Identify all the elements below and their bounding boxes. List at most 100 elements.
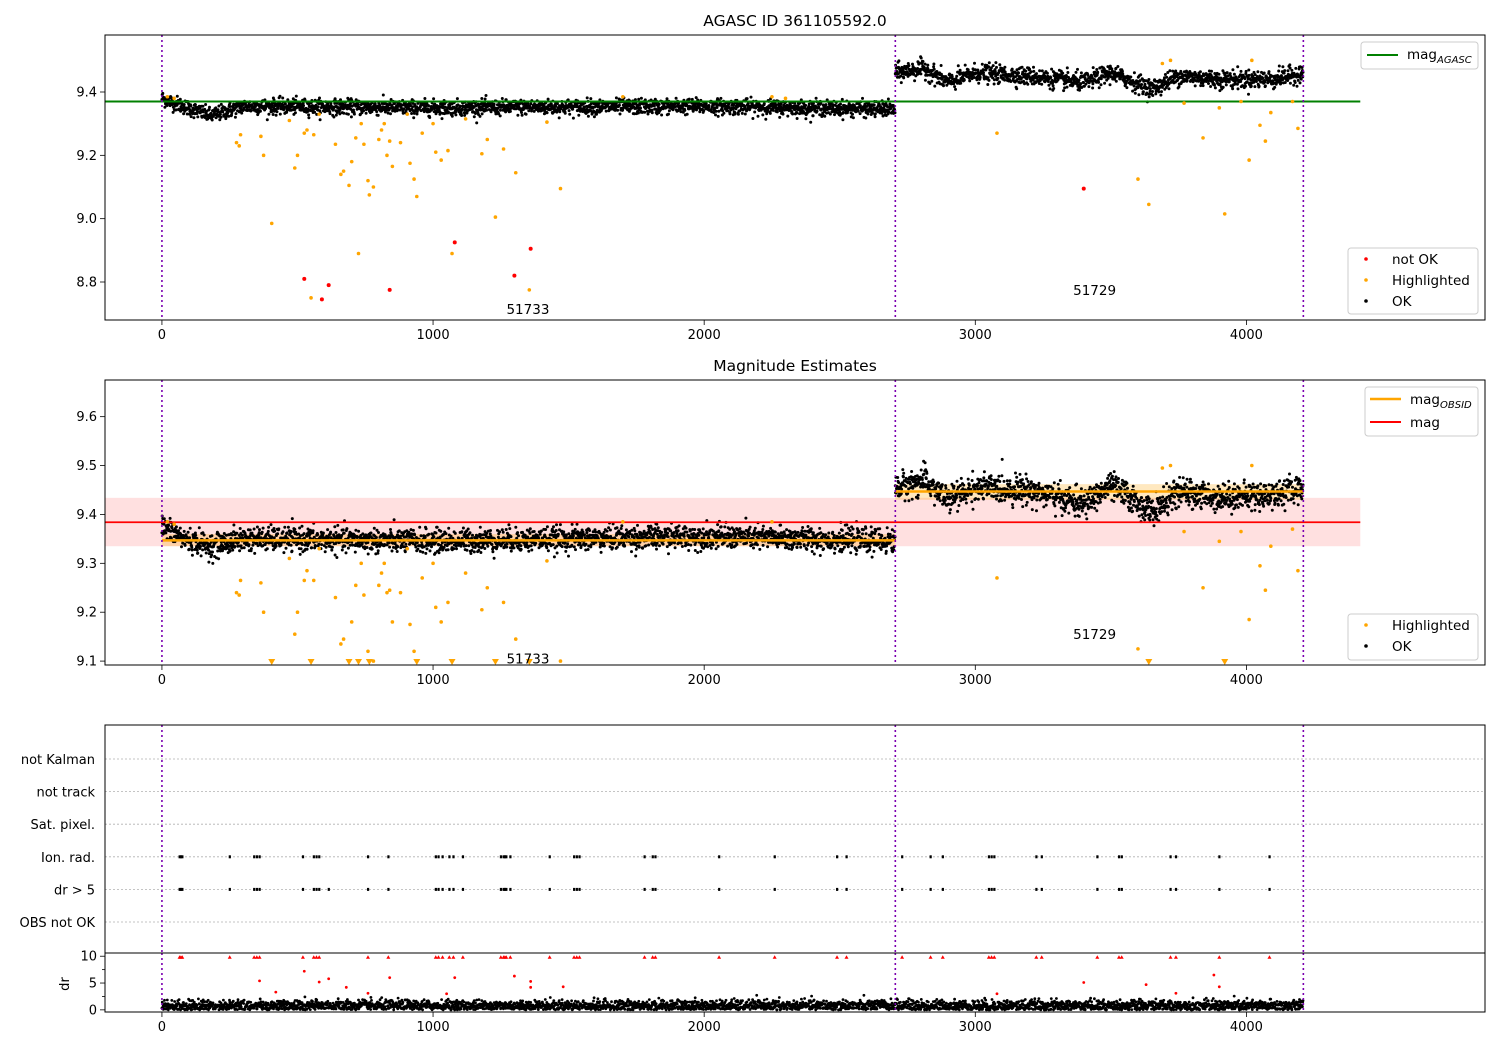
ok-point: [414, 545, 418, 549]
ok-point: [316, 105, 320, 109]
ok-point: [497, 112, 501, 115]
ok-point: [698, 110, 702, 114]
ok-point: [376, 549, 380, 553]
not-ok-point: [512, 273, 517, 278]
ok-point: [346, 546, 350, 550]
ok-point: [343, 544, 347, 548]
ok-point: [194, 533, 198, 537]
highlighted-point: [433, 150, 438, 154]
ok-point: [1063, 86, 1067, 90]
highlighted-point: [463, 117, 468, 121]
ok-point: [1256, 70, 1260, 74]
ok-point: [954, 87, 957, 91]
ok-point: [293, 111, 297, 115]
ok-point: [210, 553, 214, 557]
highlighted-point: [414, 194, 419, 199]
ok-point: [235, 531, 239, 535]
ok-point: [1099, 77, 1103, 81]
ok-point: [266, 529, 270, 533]
ok-point: [219, 102, 223, 106]
ok-point: [231, 548, 235, 552]
ok-point: [449, 534, 453, 538]
ok-point: [328, 112, 332, 116]
ok-point: [340, 548, 344, 552]
ok-point: [1167, 87, 1171, 91]
ok-point: [316, 533, 320, 537]
highlighted-point: [259, 134, 263, 139]
ok-point: [440, 117, 444, 121]
ok-point: [201, 531, 205, 535]
ok-point: [289, 543, 293, 547]
ok-point: [1091, 66, 1095, 70]
ok-point: [542, 104, 546, 108]
ok-point: [321, 535, 324, 539]
ok-point: [1051, 84, 1055, 88]
not-ok-points: [302, 186, 1086, 302]
ok-point: [388, 545, 392, 549]
ok-point: [807, 102, 811, 106]
ok-point: [820, 107, 823, 111]
obsid-label-51733: 51733: [506, 302, 549, 318]
ok-point: [962, 78, 966, 82]
ok-point: [866, 112, 870, 116]
ok-point: [815, 109, 819, 113]
ok-point: [1178, 72, 1182, 76]
ok-point: [272, 527, 276, 530]
ok-point: [302, 104, 305, 108]
ok-point: [432, 97, 436, 101]
ok-point: [196, 115, 200, 119]
ok-point: [424, 551, 428, 555]
ok-point: [500, 97, 504, 100]
panel-agasc-magnitude: AGASC ID 361105592.0 0 1000 2000 3000 4000 8…: [76, 12, 1486, 343]
ok-point: [240, 533, 244, 537]
ok-point: [1299, 77, 1303, 81]
ok-point: [439, 529, 443, 533]
ok-point: [840, 97, 844, 101]
ok-point: [1119, 75, 1123, 79]
highlighted-point: [420, 131, 425, 135]
highlighted-point: [362, 142, 366, 147]
ok-point: [408, 103, 412, 107]
ok-point: [1247, 92, 1250, 96]
highlighted-point: [770, 94, 774, 99]
ok-point: [939, 64, 943, 67]
ok-point: [479, 551, 483, 554]
ok-point: [1035, 72, 1038, 76]
ok-point: [314, 103, 318, 107]
ok-point: [366, 541, 370, 544]
ok-point: [893, 111, 897, 115]
ok-point: [877, 103, 881, 106]
ok-point: [577, 113, 581, 117]
not-ok-point: [326, 283, 331, 288]
ok-point: [1129, 75, 1133, 79]
ok-point: [1020, 65, 1024, 69]
ok-point: [841, 118, 845, 122]
ok-point: [340, 534, 344, 537]
ok-point: [433, 551, 437, 555]
ok-point: [324, 106, 328, 110]
ok-point: [986, 76, 990, 80]
ok-points: [160, 55, 1305, 125]
ok-point: [1247, 73, 1251, 77]
ok-point: [923, 66, 926, 70]
ok-point: [743, 112, 747, 116]
ok-point: [1243, 77, 1247, 81]
ok-point: [189, 104, 193, 108]
ok-point: [440, 541, 444, 545]
ok-point: [1296, 78, 1300, 82]
ok-point: [707, 104, 711, 107]
ok-point: [199, 544, 202, 548]
ok-point: [387, 541, 391, 545]
ok-point: [346, 112, 350, 116]
ok-point: [372, 526, 376, 530]
ok-point: [1120, 69, 1124, 73]
ok-point: [162, 517, 166, 521]
ok-point: [1048, 87, 1052, 91]
ok-point: [189, 541, 193, 545]
ok-point: [1037, 82, 1041, 85]
ok-point: [244, 534, 248, 538]
ok-point: [694, 96, 698, 100]
ok-point: [933, 84, 937, 88]
ok-point: [454, 544, 458, 548]
ok-point: [589, 102, 593, 106]
